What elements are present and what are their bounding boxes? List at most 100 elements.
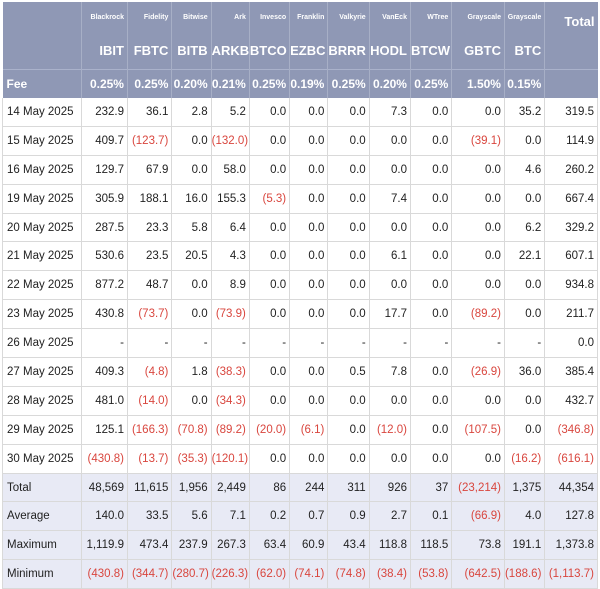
flow-cell: 0.5 — [327, 357, 370, 387]
flow-cell: 67.9 — [126, 155, 172, 185]
flow-cell: 0.0 — [248, 444, 290, 474]
flow-cell: 4.3 — [210, 241, 250, 272]
row-total-cell: (1,113.7) — [544, 559, 598, 589]
flow-cell: 4.0 — [503, 501, 545, 532]
row-total-cell: 667.4 — [544, 184, 598, 214]
flow-cell: 191.1 — [503, 530, 545, 561]
flow-cell: 60.9 — [289, 530, 328, 561]
flow-cell: 0.9 — [327, 501, 370, 532]
summary-row: Maximum 1,119.9 473.4 237.9 267.3 63.4 60.9 43.… — [2, 530, 598, 561]
row-total-cell: 607.1 — [544, 241, 598, 272]
flow-cell: 43.4 — [327, 530, 370, 561]
flow-cell: (23,214) — [451, 473, 505, 503]
flow-cell: 8.9 — [210, 270, 250, 301]
flow-cell: 0.0 — [248, 241, 290, 272]
flow-cell: 0.0 — [327, 386, 370, 416]
flow-cell: 232.9 — [80, 98, 128, 127]
table-row: 27 May 2025 409.3 (4.8) 1.8 (38.3) 0.0 0.0 0.5 7… — [2, 357, 598, 387]
flow-cell: 473.4 — [126, 530, 172, 561]
fee-value: 0.19% — [289, 69, 328, 98]
flow-cell: 530.6 — [80, 241, 128, 272]
flow-cell: - — [210, 328, 250, 359]
ticker-label: GBTC — [451, 32, 505, 70]
flow-cell: 0.0 — [503, 270, 545, 301]
issuer-label: Invesco — [248, 2, 290, 32]
table-row: 30 May 2025 (430.8) (13.7) (35.3) (120.1) 0.0… — [2, 444, 598, 474]
issuer-label: Bitwise — [171, 2, 212, 32]
flow-cell: 0.0 — [248, 357, 290, 387]
row-label: 23 May 2025 — [2, 299, 81, 330]
flow-cell: 63.4 — [248, 530, 290, 561]
flow-cell: - — [451, 328, 505, 359]
flow-cell: (74.1) — [289, 559, 328, 589]
fee-value: 0.25% — [327, 69, 370, 98]
issuer-label: Franklin — [289, 2, 328, 32]
fee-value: 0.25% — [126, 69, 172, 98]
issuer-label: VanEck — [368, 2, 411, 32]
flow-cell: 5.8 — [171, 213, 212, 243]
ticker-label: BTCO — [248, 32, 290, 70]
flow-cell: 0.0 — [451, 386, 505, 416]
flow-cell: 1,375 — [503, 473, 545, 503]
fee-row: Fee 0.25% 0.25% 0.20% 0.21% 0.25% 0.19% 0.25% 0… — [2, 69, 598, 98]
flow-cell: (132.0) — [210, 126, 250, 156]
flow-cell: 0.0 — [327, 415, 370, 445]
ticker-label: BTC — [503, 32, 545, 70]
flow-cell: 33.5 — [126, 501, 172, 532]
fee-value: 1.50% — [451, 69, 505, 98]
flow-cell: (34.3) — [210, 386, 250, 416]
flow-cell: 0.0 — [409, 357, 452, 387]
flow-cell: - — [171, 328, 212, 359]
flow-cell: 0.0 — [409, 126, 452, 156]
flow-cell: (14.0) — [126, 386, 172, 416]
row-label: 29 May 2025 — [2, 415, 81, 445]
table-row: 15 May 2025 409.7 (123.7) 0.0 (132.0) 0.0 0.0 0… — [2, 126, 598, 156]
fee-value: 0.25% — [248, 69, 290, 98]
row-label: 28 May 2025 — [2, 386, 81, 416]
flow-cell: 0.0 — [248, 213, 290, 243]
flow-cell: (73.9) — [210, 299, 250, 330]
fee-value: 0.15% — [503, 69, 545, 98]
flow-cell: 118.8 — [368, 530, 411, 561]
flow-cell: 0.0 — [503, 184, 545, 214]
flow-cell: 0.0 — [289, 98, 328, 127]
flow-cell: - — [248, 328, 290, 359]
row-label: 22 May 2025 — [2, 270, 81, 301]
flow-cell: 926 — [368, 473, 411, 503]
flow-cell: 17.7 — [368, 299, 411, 330]
flow-cell: 0.0 — [409, 299, 452, 330]
flow-cell: 0.0 — [171, 270, 212, 301]
flow-cell: 0.0 — [503, 299, 545, 330]
flow-cell: - — [327, 328, 370, 359]
fee-label: Fee — [2, 69, 81, 98]
flow-cell: 0.0 — [409, 415, 452, 445]
row-total-cell: 329.2 — [544, 213, 598, 243]
summary-stats: Total 48,569 11,615 1,956 2,449 86 244 311 926 37… — [2, 473, 598, 589]
flow-cell: (66.9) — [451, 501, 505, 532]
flow-cell: 0.0 — [409, 270, 452, 301]
daily-flows: 14 May 2025 232.9 36.1 2.8 5.2 0.0 0.0 0.0 7.3 0.… — [2, 98, 598, 474]
flow-cell: 0.2 — [248, 501, 290, 532]
flow-cell: 0.0 — [327, 155, 370, 185]
table-row: 21 May 2025 530.6 23.5 20.5 4.3 0.0 0.0 0.0 6.1 0… — [2, 241, 598, 272]
flow-cell: 0.7 — [289, 501, 328, 532]
flow-cell: (62.0) — [248, 559, 290, 589]
flow-cell: (280.7) — [171, 559, 212, 589]
row-label: Maximum — [2, 530, 81, 561]
flow-cell: 0.0 — [248, 270, 290, 301]
ticker-label: BTCW — [409, 32, 452, 70]
flow-cell: 0.0 — [289, 386, 328, 416]
flow-cell: - — [289, 328, 328, 359]
table-row: 28 May 2025 481.0 (14.0) 0.0 (34.3) 0.0 0.0 0.0… — [2, 386, 598, 416]
row-label: 21 May 2025 — [2, 241, 81, 272]
flow-cell: (642.5) — [451, 559, 505, 589]
flow-cell: (344.7) — [126, 559, 172, 589]
flow-cell: 0.0 — [409, 155, 452, 185]
flow-cell: (5.3) — [248, 184, 290, 214]
row-total-cell: 0.0 — [544, 328, 598, 359]
flow-cell: (89.2) — [210, 415, 250, 445]
flow-cell: (73.7) — [126, 299, 172, 330]
flow-cell: 37 — [409, 473, 452, 503]
row-label: 15 May 2025 — [2, 126, 81, 156]
flow-cell: (6.1) — [289, 415, 328, 445]
